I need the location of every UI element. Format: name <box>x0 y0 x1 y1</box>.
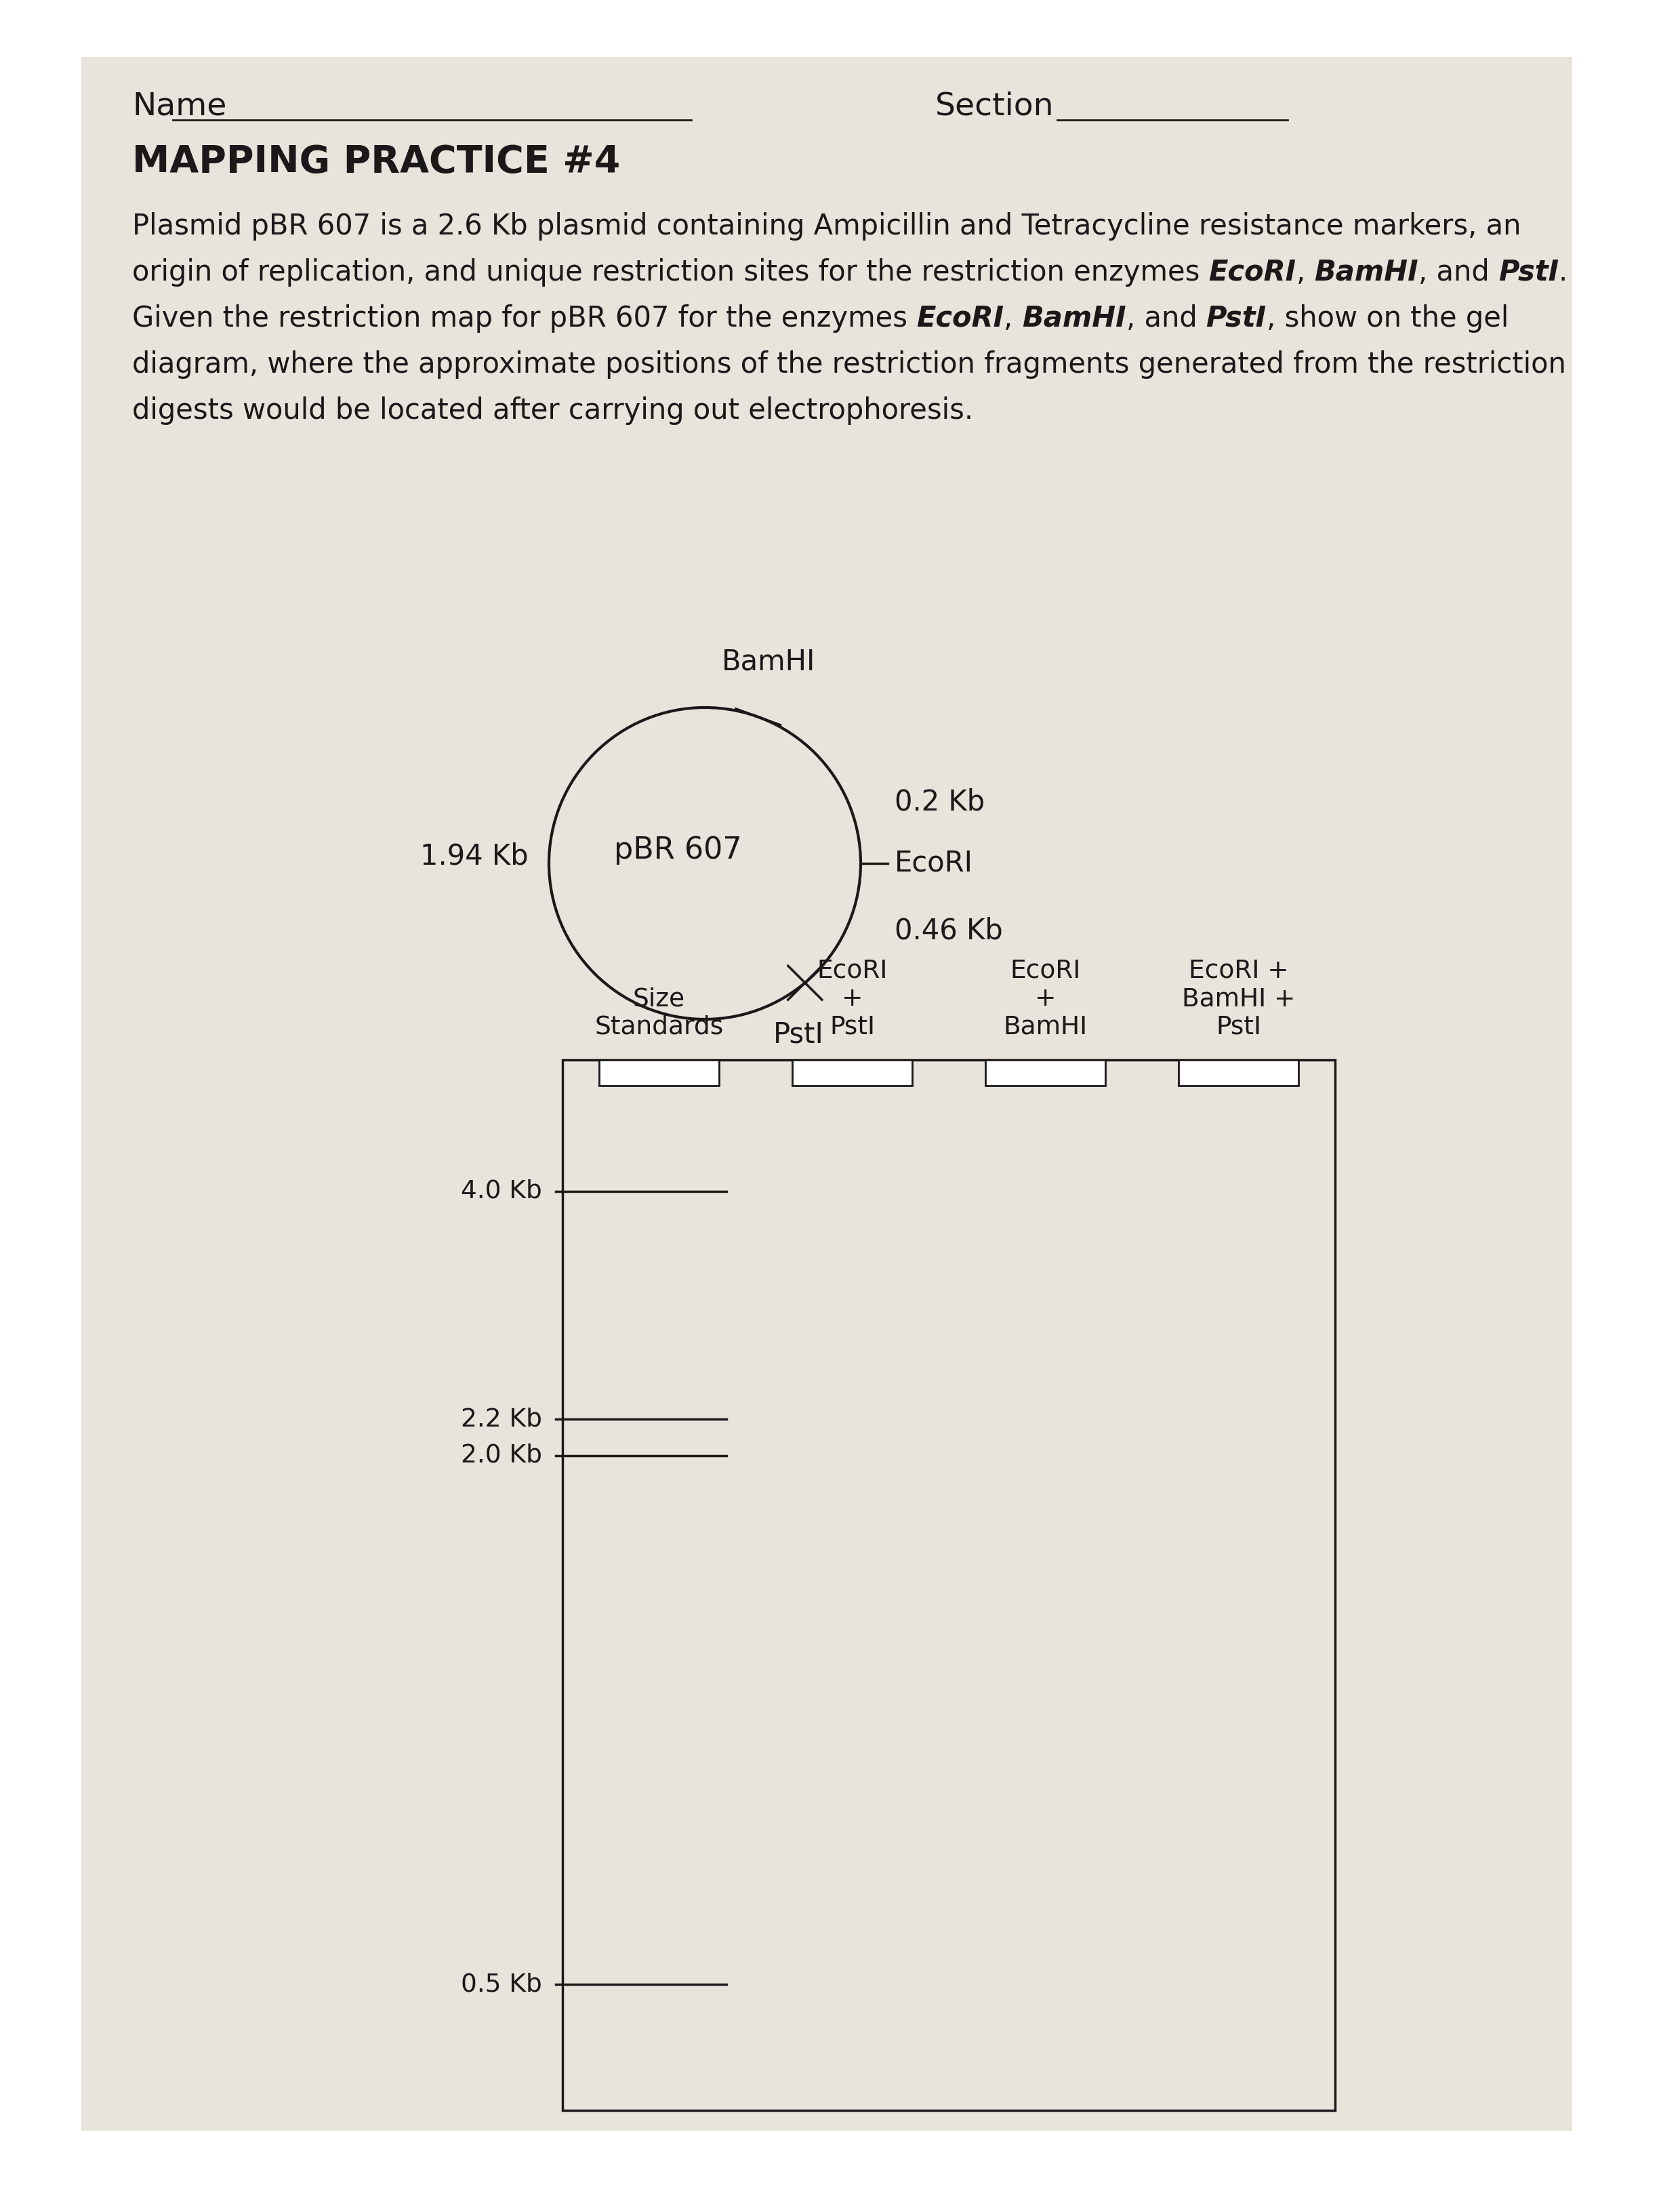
Text: Given the restriction map for pBR 607 for the enzymes: Given the restriction map for pBR 607 fo… <box>133 305 916 332</box>
Text: BamHI: BamHI <box>1022 305 1126 332</box>
Bar <box>81 58 1573 2130</box>
Text: 0.46 Kb: 0.46 Kb <box>894 918 1002 945</box>
Text: pBR 607: pBR 607 <box>614 836 742 865</box>
Text: , and: , and <box>1418 259 1498 288</box>
Text: ,: , <box>1296 259 1314 288</box>
Text: 1.94 Kb: 1.94 Kb <box>420 843 529 872</box>
Text: 0.2 Kb: 0.2 Kb <box>894 787 985 816</box>
Text: diagram, where the approximate positions of the restriction fragments generated : diagram, where the approximate positions… <box>133 349 1566 378</box>
Text: Name: Name <box>133 91 227 122</box>
Text: EcoRI: EcoRI <box>894 849 974 878</box>
Text: BamHI: BamHI <box>722 648 815 677</box>
Text: Section: Section <box>936 91 1053 122</box>
Text: Size
Standards: Size Standards <box>594 987 723 1040</box>
Text: , and: , and <box>1126 305 1206 332</box>
Bar <box>1178 1060 1299 1086</box>
Text: 2.2 Kb: 2.2 Kb <box>461 1407 542 1431</box>
Text: .: . <box>1559 259 1568 288</box>
Text: BamHI: BamHI <box>1314 259 1418 288</box>
Text: ,: , <box>1004 305 1022 332</box>
Text: EcoRI: EcoRI <box>1209 259 1296 288</box>
Bar <box>985 1060 1105 1086</box>
Text: digests would be located after carrying out electrophoresis.: digests would be located after carrying … <box>133 396 974 425</box>
Bar <box>562 1060 1335 2110</box>
Text: PstI: PstI <box>1206 305 1266 332</box>
Bar <box>793 1060 912 1086</box>
Text: EcoRI +
BamHI +
PstI: EcoRI + BamHI + PstI <box>1181 958 1296 1040</box>
Text: 0.5 Kb: 0.5 Kb <box>461 1973 542 1997</box>
Text: EcoRI: EcoRI <box>916 305 1004 332</box>
Text: 2.0 Kb: 2.0 Kb <box>461 1444 542 1469</box>
Text: , show on the gel: , show on the gel <box>1266 305 1508 332</box>
Text: origin of replication, and unique restriction sites for the restriction enzymes: origin of replication, and unique restri… <box>133 259 1209 288</box>
Text: PstI: PstI <box>1498 259 1559 288</box>
Text: EcoRI
+
PstI: EcoRI + PstI <box>816 958 888 1040</box>
Bar <box>599 1060 718 1086</box>
Text: Plasmid pBR 607 is a 2.6 Kb plasmid containing Ampicillin and Tetracycline resis: Plasmid pBR 607 is a 2.6 Kb plasmid cont… <box>133 212 1521 241</box>
Text: EcoRI
+
BamHI: EcoRI + BamHI <box>1004 958 1087 1040</box>
Text: PstI: PstI <box>773 1020 823 1048</box>
Text: MAPPING PRACTICE #4: MAPPING PRACTICE #4 <box>133 144 620 179</box>
Text: 4.0 Kb: 4.0 Kb <box>461 1179 542 1203</box>
